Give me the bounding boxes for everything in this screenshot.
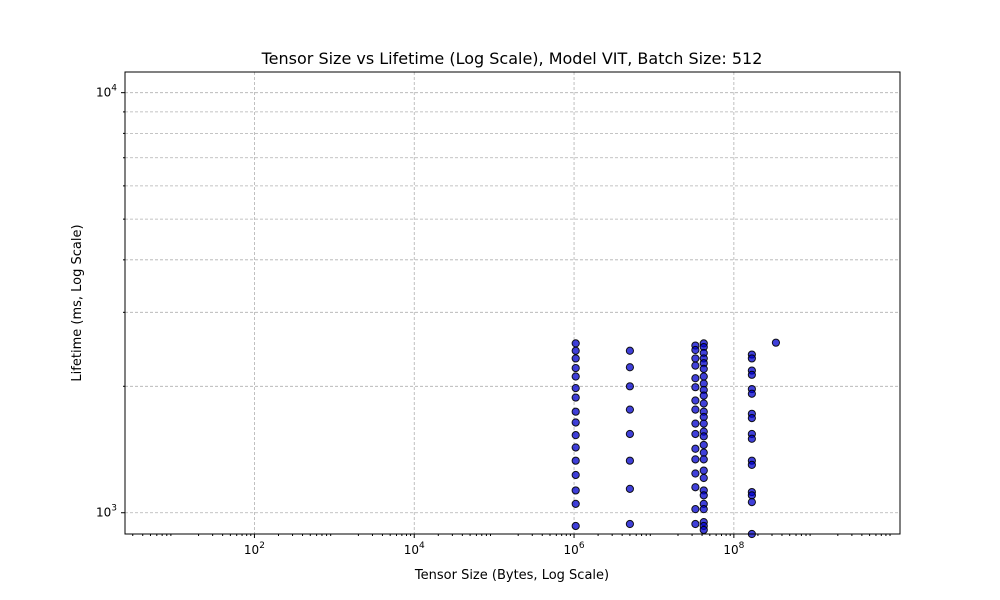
x-axis-label: Tensor Size (Bytes, Log Scale) <box>414 568 609 583</box>
data-point <box>691 354 700 363</box>
y-tick-label: 103 <box>96 504 117 520</box>
data-point <box>571 346 580 355</box>
data-point <box>699 525 708 535</box>
data-point <box>699 491 708 500</box>
data-point <box>691 345 700 355</box>
data-point <box>691 483 700 492</box>
plot-frame <box>124 71 901 535</box>
x-tick-label: 104 <box>404 541 425 557</box>
y-axis-label: Lifetime (ms, Log Scale) <box>70 224 85 381</box>
data-point <box>571 372 580 381</box>
data-point <box>625 456 635 465</box>
data-point <box>699 419 708 428</box>
data-point <box>699 372 708 381</box>
data-point <box>571 486 580 495</box>
data-point <box>691 396 700 405</box>
data-point <box>691 361 700 370</box>
data-point <box>571 384 580 393</box>
grid-lines <box>125 72 900 534</box>
data-point <box>691 383 700 392</box>
data-point <box>699 440 708 450</box>
x-tick-label: 106 <box>564 541 585 557</box>
data-point <box>691 469 700 478</box>
data-point <box>625 484 635 493</box>
data-point <box>747 354 756 363</box>
data-point <box>691 505 700 514</box>
chart-title: Tensor Size vs Lifetime (Log Scale), Mod… <box>261 49 763 68</box>
data-point <box>625 363 635 372</box>
data-point <box>571 354 580 363</box>
data-point <box>699 466 708 475</box>
data-point <box>699 432 708 441</box>
data-point <box>699 364 708 373</box>
data-point <box>571 363 580 373</box>
data-point <box>747 460 756 469</box>
x-tick-label: 108 <box>723 541 744 557</box>
data-point <box>571 456 580 465</box>
data-point <box>699 473 708 483</box>
data-point <box>747 414 756 423</box>
data-point <box>625 382 635 391</box>
data-point <box>747 498 756 507</box>
data-point <box>771 338 781 347</box>
data-point <box>625 346 635 355</box>
data-point <box>691 455 700 464</box>
data-point <box>747 389 756 398</box>
x-tick-label: 102 <box>244 541 265 557</box>
data-point <box>571 521 580 531</box>
x-axis-ticks: 102 104 106 108 <box>132 534 891 557</box>
data-point <box>699 455 708 464</box>
data-point <box>571 418 580 427</box>
data-point <box>625 405 635 414</box>
data-point <box>699 448 708 457</box>
data-point <box>691 444 700 453</box>
data-point <box>747 370 756 379</box>
data-point <box>691 429 700 439</box>
data-point <box>571 443 580 452</box>
data-point <box>571 499 580 508</box>
data-points <box>571 338 781 539</box>
data-point <box>691 374 700 383</box>
data-point <box>691 405 700 414</box>
y-axis-ticks: 103 104 <box>96 84 125 520</box>
data-point <box>625 429 635 439</box>
data-point <box>699 391 708 400</box>
data-point <box>625 519 635 529</box>
data-point <box>571 407 580 416</box>
data-point <box>699 399 708 408</box>
data-point <box>691 519 700 529</box>
data-point <box>571 393 580 402</box>
data-point <box>691 419 700 428</box>
y-tick-label: 104 <box>96 84 117 100</box>
data-point <box>747 491 756 500</box>
data-point <box>571 431 580 440</box>
data-point <box>747 434 756 443</box>
data-point <box>571 470 580 480</box>
data-point <box>571 339 580 348</box>
data-point <box>699 505 708 514</box>
